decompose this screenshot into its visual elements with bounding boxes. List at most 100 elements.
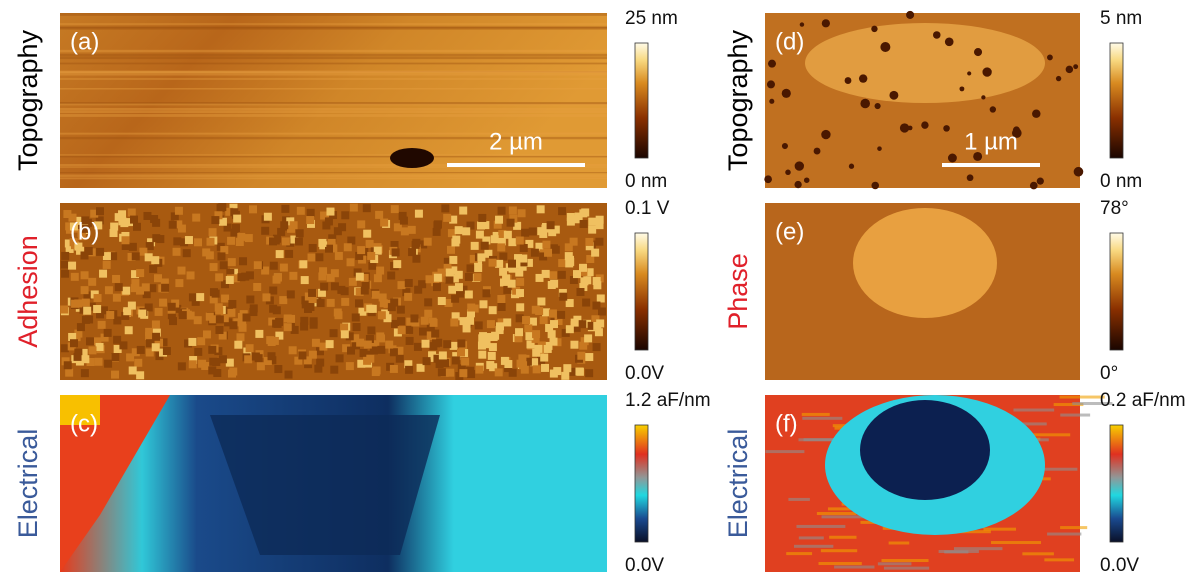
- pixel: [429, 318, 438, 327]
- pixel: [544, 248, 553, 257]
- pixel: [340, 287, 349, 296]
- pixel: [154, 307, 163, 316]
- pixel: [516, 277, 525, 286]
- pixel: [289, 221, 298, 230]
- pixel: [269, 304, 278, 313]
- pixel: [63, 210, 72, 219]
- pixel: [208, 366, 217, 375]
- pixel: [541, 269, 550, 278]
- pixel: [298, 351, 307, 360]
- pixel: [132, 222, 141, 231]
- pixel: [205, 312, 214, 321]
- pixel: [326, 207, 335, 216]
- pixel: [426, 323, 435, 332]
- pixel: [194, 347, 203, 356]
- pixel: [167, 311, 176, 320]
- pixel: [480, 241, 489, 250]
- pit: [973, 151, 983, 161]
- pixel: [65, 244, 74, 253]
- pixel: [74, 348, 83, 357]
- pixel: [389, 348, 398, 357]
- pixel: [371, 340, 380, 349]
- pixel: [206, 237, 215, 246]
- pixel: [536, 205, 545, 214]
- pixel: [253, 283, 262, 292]
- pixel: [431, 278, 440, 287]
- pixel: [557, 310, 566, 319]
- pixel: [457, 364, 466, 373]
- stripe: [60, 132, 607, 135]
- pixel: [136, 371, 145, 380]
- pit: [860, 98, 870, 109]
- pixel: [83, 291, 92, 300]
- pixel: [371, 368, 380, 377]
- pixel: [342, 344, 351, 353]
- streak: [881, 559, 929, 563]
- pixel: [93, 337, 102, 346]
- pixel: [75, 357, 84, 366]
- pixel: [269, 286, 278, 295]
- pixel: [454, 283, 463, 292]
- pit: [781, 142, 788, 150]
- pixel: [121, 311, 130, 320]
- pixel: [587, 321, 596, 330]
- pit: [874, 102, 881, 110]
- colorbar: [634, 232, 649, 351]
- pit: [848, 163, 855, 169]
- pixel: [497, 243, 506, 252]
- pixel: [106, 311, 115, 320]
- pixel: [300, 322, 309, 331]
- pixel: [503, 230, 512, 239]
- pixel: [184, 339, 193, 348]
- pixel: [503, 285, 512, 294]
- pixel: [136, 345, 145, 354]
- pixel: [517, 209, 526, 218]
- colorbar-min: 0 nm: [1100, 171, 1142, 192]
- pixel: [499, 278, 508, 287]
- pixel: [103, 328, 112, 337]
- pixel: [280, 221, 289, 230]
- pixel: [596, 294, 605, 303]
- pixel: [273, 319, 282, 328]
- streak: [1026, 433, 1071, 437]
- pixel: [177, 266, 186, 275]
- pixel: [456, 348, 465, 357]
- pit: [803, 177, 810, 183]
- pixel: [489, 333, 498, 342]
- pixel: [131, 348, 140, 357]
- pixel: [352, 341, 361, 350]
- pixel: [535, 242, 544, 251]
- pixel: [432, 227, 441, 236]
- pixel: [541, 224, 550, 233]
- pit: [933, 31, 941, 39]
- pixel: [113, 316, 122, 325]
- pixel: [76, 246, 85, 255]
- pixel: [543, 344, 552, 353]
- pixel: [86, 337, 95, 346]
- pixel: [425, 275, 434, 284]
- pixel: [516, 303, 525, 312]
- pixel: [495, 215, 504, 224]
- pixel: [566, 257, 575, 266]
- pixel: [80, 286, 89, 295]
- pixel: [508, 264, 517, 273]
- pixel: [221, 294, 230, 303]
- pixel: [482, 333, 491, 342]
- pixel: [61, 251, 70, 260]
- pixel: [508, 206, 517, 215]
- pixel: [217, 252, 226, 261]
- pixel: [358, 307, 367, 316]
- pixel: [494, 368, 503, 377]
- pixel: [445, 275, 454, 284]
- pixel: [451, 294, 460, 303]
- pixel: [295, 229, 304, 238]
- stripe: [60, 164, 607, 167]
- streak: [877, 562, 912, 566]
- pixel: [111, 370, 120, 379]
- pixel: [220, 314, 229, 323]
- streak: [953, 547, 1003, 551]
- pixel: [152, 234, 161, 243]
- pixel: [467, 303, 476, 312]
- pixel: [346, 258, 355, 267]
- pixel: [395, 346, 404, 355]
